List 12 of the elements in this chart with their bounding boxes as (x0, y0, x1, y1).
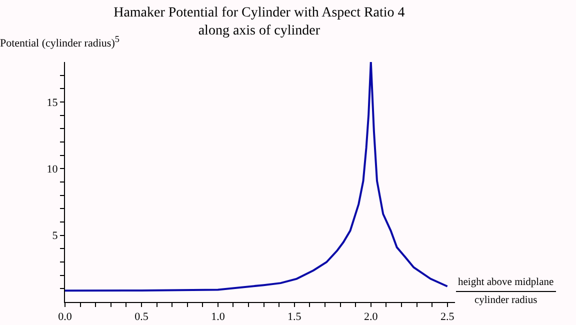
x-axis-title: height above midplane cylinder radius (457, 277, 555, 306)
y-tick-label: 5 (52, 230, 58, 242)
x-tick-label: 0.0 (58, 311, 72, 324)
x-tick-label: 2.5 (440, 311, 455, 324)
x-tick-label: 2.0 (364, 311, 378, 324)
x-tick-label: 1.5 (288, 311, 302, 324)
y-axis-title: Potential (cylinder radius)$^{5}$ (0, 34, 120, 50)
y-tick-label: 10 (46, 164, 58, 176)
x-tick-label: 1.0 (211, 311, 226, 324)
line-series (65, 62, 448, 292)
x-tick-label: 0.5 (134, 311, 149, 324)
y-tick-label: 15 (46, 96, 58, 109)
